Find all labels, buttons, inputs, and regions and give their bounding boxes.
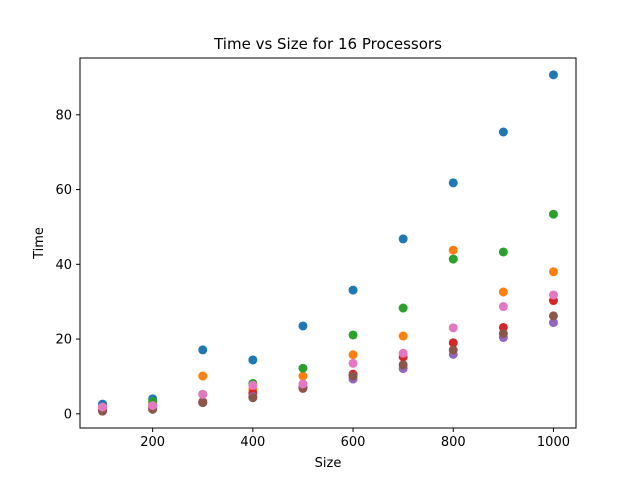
data-point xyxy=(448,178,458,188)
data-point xyxy=(198,398,208,408)
plot-area xyxy=(98,70,558,416)
data-point xyxy=(298,371,308,381)
data-point xyxy=(448,254,458,264)
series-6 xyxy=(98,311,558,416)
series-2 xyxy=(98,245,558,414)
series-5 xyxy=(98,318,558,416)
data-point xyxy=(348,285,358,295)
data-point xyxy=(198,371,208,381)
chart-title: Time vs Size for 16 Processors xyxy=(213,35,442,53)
data-point xyxy=(448,338,458,348)
y-tick-label: 40 xyxy=(55,258,72,273)
data-point xyxy=(398,331,408,341)
data-point xyxy=(98,402,108,412)
series-1 xyxy=(98,70,558,409)
data-point xyxy=(298,321,308,331)
x-tick-label: 1000 xyxy=(537,435,570,450)
data-point xyxy=(498,127,508,137)
series-7 xyxy=(98,290,558,412)
data-point xyxy=(348,350,358,360)
data-point xyxy=(448,245,458,255)
series-4 xyxy=(98,296,558,415)
y-axis-label: Time xyxy=(32,227,47,260)
data-point xyxy=(298,379,308,389)
data-point xyxy=(198,389,208,399)
data-point xyxy=(498,328,508,338)
x-tick-label: 600 xyxy=(341,435,366,450)
data-point xyxy=(398,360,408,370)
data-point xyxy=(248,380,258,390)
y-axis: 0 20 40 60 80 xyxy=(55,108,80,422)
data-point xyxy=(548,311,558,321)
data-point xyxy=(548,70,558,80)
data-point xyxy=(448,345,458,355)
data-point xyxy=(298,363,308,373)
y-tick-label: 80 xyxy=(55,108,72,123)
y-tick-label: 60 xyxy=(55,183,72,198)
data-point xyxy=(548,209,558,219)
data-point xyxy=(348,371,358,381)
data-point xyxy=(248,393,258,403)
x-tick-label: 800 xyxy=(441,435,466,450)
data-point xyxy=(198,345,208,355)
data-point xyxy=(398,348,408,358)
data-point xyxy=(498,247,508,257)
data-point xyxy=(348,330,358,340)
data-point xyxy=(398,303,408,313)
axes-frame xyxy=(79,57,577,429)
x-axis: 200 400 600 800 1000 xyxy=(140,428,570,450)
data-point xyxy=(548,290,558,300)
data-point xyxy=(548,267,558,277)
data-point xyxy=(498,287,508,297)
data-point xyxy=(548,318,558,328)
x-axis-label: Size xyxy=(315,456,342,471)
data-point xyxy=(148,401,158,411)
y-tick-label: 0 xyxy=(64,407,72,422)
data-point xyxy=(398,234,408,244)
x-tick-label: 200 xyxy=(140,435,165,450)
series-3 xyxy=(98,209,558,412)
data-point xyxy=(498,302,508,312)
x-tick-label: 400 xyxy=(240,435,265,450)
data-point xyxy=(348,358,358,368)
y-tick-label: 20 xyxy=(55,333,72,348)
data-point xyxy=(248,355,258,365)
data-point xyxy=(448,323,458,333)
